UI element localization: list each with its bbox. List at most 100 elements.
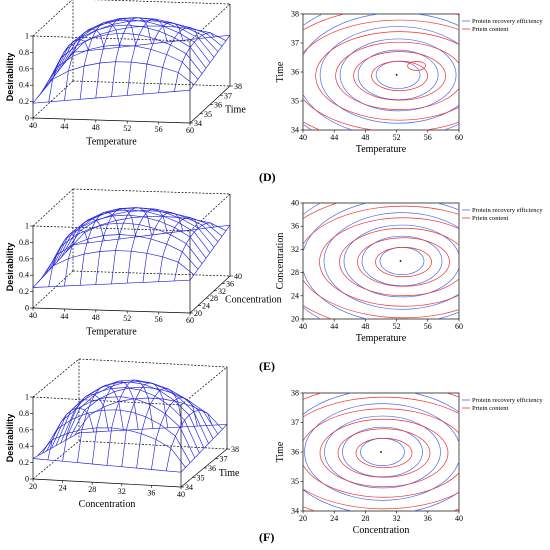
surface-mesh-line [72,224,231,246]
x-tick-label: 28 [88,485,96,494]
y-tick-label: 40 [234,272,242,281]
surface-mesh-line [44,222,203,275]
surface-mesh-line [60,17,219,68]
x-tick-label: 40 [299,322,307,331]
surface-mesh-line [121,382,169,467]
y-tick-label: 32 [291,245,299,254]
contour-content [200,356,550,550]
surface-mesh-line [106,379,154,466]
contour-lines [303,203,459,319]
z-tick-label: 0.4 [19,271,29,280]
contour-content [303,205,459,319]
contour-efficiency [205,342,550,550]
optimum-point [380,451,382,453]
y-tick-label: 35 [197,474,205,483]
z-tick-label: 0 [25,114,29,123]
y-tick-label: 38 [231,445,239,454]
contour-content [303,19,459,130]
panel-label-f: (F) [259,530,275,544]
y-axis-label: Time [219,468,240,479]
contour-content [319,418,449,488]
x-tick-label: 52 [123,124,131,133]
x-tick-label: 52 [393,133,401,142]
contour-content [357,237,450,287]
y-tick-label: 35 [291,97,299,106]
surface-mesh-line [56,17,215,73]
y-tick-label: 36 [291,222,299,231]
surface-mesh-line [47,407,95,460]
contour-content [335,41,459,110]
y-tick-label: 34 [291,126,299,135]
surface-mesh-line [37,427,186,468]
contour-efficiency [360,438,405,466]
surface-mesh-line [40,44,199,94]
x-axis-label: Temperature [356,144,407,155]
surface-mesh-line [173,32,215,92]
box-edge [32,80,74,119]
legend-label-content: Prtein content [472,26,508,33]
legend-label-content: Prtein content [472,215,508,222]
y-tick-label: 36 [208,464,216,473]
x-tick-label: 52 [393,322,401,331]
legend-label-efficiency: Protein recovery efficiency [472,18,543,25]
x-tick-label: 40 [29,311,37,320]
contour-content [303,408,459,498]
contour-plot-f: 20 24 28 32 36 403435363738ConcentrationTimeP… [200,342,550,550]
z-tick-label: 0.8 [19,48,29,57]
contour-efficiency [361,235,443,287]
legend-label-efficiency: Protein recovery efficiency [472,397,543,404]
surface-mesh-line [60,379,209,444]
contour-content [355,437,413,469]
box-edge [189,275,231,314]
x-axis-label: Temperature [86,137,137,148]
optimum-point [395,74,398,76]
surface-mesh-line [173,222,215,281]
contour-efficiency [357,49,439,101]
contour-efficiency [304,403,459,501]
surface-mesh-line [95,18,137,99]
contour-efficiency [375,60,421,89]
surface-mesh-line [165,409,213,471]
z-tick-label: 0.2 [19,287,29,296]
surface-mesh-line [126,208,168,284]
box-edge [32,270,74,309]
y-tick-label: 34 [194,119,202,128]
surface-mesh-line [78,424,228,434]
box-edge [32,0,73,37]
box-edge [32,307,191,314]
x-axis-label: Concentration [353,525,410,536]
y-tick-label: 24 [202,302,210,311]
contour-content [337,428,431,478]
z-tick-label: 0.4 [19,81,29,90]
surface-mesh-line [111,207,152,284]
surface-mesh-line [142,212,184,283]
surface-mesh-line [126,18,168,96]
y-axis-label: Time [225,104,246,115]
x-tick-label: 24 [330,514,338,523]
surface-mesh-line [44,32,203,89]
y-tick-label: 38 [234,82,242,91]
z-tick-label: 1 [25,393,29,402]
optimum-point [399,260,402,262]
x-axis-label: Temperature [86,327,137,338]
z-tick-label: 0.8 [19,238,29,247]
x-tick-label: 44 [330,322,338,331]
box-edge [32,188,74,227]
legend-label-efficiency: Protein recovery efficiency [472,207,543,214]
y-tick-label: 37 [291,418,299,427]
box-edge [72,270,231,277]
z-tick-label: 1 [25,32,29,41]
x-tick-label: 44 [330,133,338,142]
x-tick-label: 60 [455,133,463,142]
contour-efficiency [324,415,441,489]
surface-mesh-line [69,386,219,439]
x-axis-label: Temperature [356,333,407,344]
z-tick-label: 0.6 [19,254,29,263]
surface-mesh-line [32,432,80,459]
surface-mesh-line [64,381,214,441]
contour-content [319,217,459,307]
box-edge [189,3,231,42]
